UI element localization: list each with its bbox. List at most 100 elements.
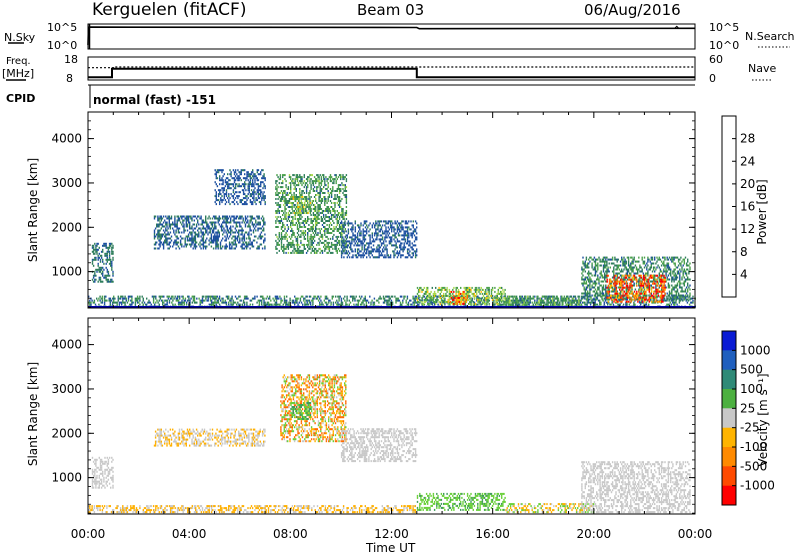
heatmap-cell	[106, 246, 108, 249]
heatmap-cell	[359, 244, 361, 247]
heatmap-cell	[377, 256, 379, 259]
heatmap-cell	[264, 233, 266, 236]
heatmap-cell	[209, 295, 212, 298]
heatmap-cell	[228, 295, 230, 298]
heatmap-cell	[236, 195, 238, 198]
heatmap-cell	[287, 226, 290, 228]
heatmap-cell	[305, 190, 308, 192]
heatmap-cell	[275, 210, 277, 212]
heatmap-cell	[99, 280, 102, 283]
heatmap-cell	[391, 228, 393, 231]
heatmap-cell	[200, 299, 203, 302]
heatmap-cell	[127, 295, 130, 298]
heatmap-cell	[406, 252, 409, 255]
heatmap-cell	[671, 299, 674, 302]
heatmap-cell	[503, 290, 505, 293]
heatmap-cell	[225, 295, 228, 298]
heatmap-cell	[262, 175, 264, 178]
heatmap-cell	[276, 247, 278, 250]
heatmap-cell	[564, 297, 567, 300]
heatmap-cell	[421, 300, 423, 303]
heatmap-cell	[360, 234, 362, 237]
heatmap-cell	[222, 215, 224, 218]
heatmap-cell	[458, 298, 461, 301]
heatmap-cell	[215, 203, 217, 206]
heatmap-cell	[344, 252, 346, 255]
heatmap-cell	[292, 241, 294, 244]
heatmap-cell	[490, 288, 493, 291]
heatmap-cell	[179, 235, 182, 238]
heatmap-cell	[589, 303, 592, 306]
heatmap-cell	[381, 238, 384, 241]
heatmap-cell	[332, 178, 334, 181]
heatmap-cell	[109, 297, 111, 300]
heatmap-cell	[360, 240, 362, 243]
heatmap-cell	[429, 292, 431, 295]
heatmap-cell	[452, 288, 454, 291]
heatmap-cell	[359, 238, 361, 241]
heatmap-cell	[508, 299, 511, 302]
heatmap-cell	[315, 222, 317, 224]
heatmap-cell	[645, 295, 648, 298]
heatmap-cell	[98, 303, 100, 306]
heatmap-cell	[221, 187, 223, 190]
heatmap-cell	[199, 299, 201, 302]
heatmap-cell	[320, 208, 323, 210]
heatmap-cell	[127, 299, 130, 302]
heatmap-cell	[333, 182, 335, 185]
heatmap-cell	[447, 300, 449, 303]
heatmap-cell	[196, 301, 198, 304]
heatmap-cell	[325, 243, 327, 246]
heatmap-cell	[360, 230, 362, 233]
heatmap-cell	[110, 264, 112, 267]
heatmap-cell	[513, 301, 515, 304]
heatmap-cell	[262, 195, 264, 198]
heatmap-cell	[258, 227, 260, 230]
heatmap-cell	[384, 220, 386, 223]
heatmap-cell	[219, 177, 221, 180]
heatmap-cell	[353, 238, 355, 241]
heatmap-cell	[234, 187, 237, 190]
heatmap-cell	[238, 229, 240, 232]
heatmap-cell	[286, 243, 288, 246]
heatmap-cell	[369, 256, 371, 259]
heatmap-cell	[255, 199, 257, 202]
heatmap-cell	[158, 239, 160, 242]
heatmap-cell	[193, 215, 195, 218]
heatmap-cell	[361, 242, 363, 245]
heatmap-cell	[166, 239, 168, 242]
heatmap-cell	[391, 244, 393, 247]
heatmap-cell	[251, 215, 253, 218]
heatmap-cell	[505, 301, 507, 304]
heatmap-cell	[214, 299, 216, 302]
heatmap-cell	[242, 197, 245, 200]
heatmap-cell	[170, 223, 173, 226]
heatmap-cell	[245, 297, 247, 300]
heatmap-cell	[166, 221, 168, 224]
heatmap-cell	[351, 256, 353, 259]
heatmap-cell	[115, 301, 117, 304]
heatmap-cell	[460, 286, 462, 289]
heatmap-cell	[198, 223, 200, 226]
heatmap-cell	[297, 303, 299, 306]
heatmap-cell	[254, 297, 256, 300]
heatmap-cell	[228, 183, 230, 186]
heatmap-cell	[360, 232, 362, 235]
heatmap-cell	[214, 217, 216, 220]
heatmap-cell	[521, 295, 523, 298]
heatmap-cell	[97, 264, 99, 267]
heatmap-cell	[457, 290, 460, 293]
heatmap-cell	[426, 295, 428, 298]
heatmap-cell	[366, 299, 369, 302]
heatmap-cell	[291, 206, 293, 208]
heatmap-cell	[240, 233, 242, 236]
heatmap-cell	[195, 301, 197, 304]
heatmap-cell	[157, 233, 159, 236]
heatmap-cell	[224, 235, 226, 238]
heatmap-cell	[439, 302, 441, 305]
heatmap-cell	[316, 224, 318, 226]
heatmap-cell	[388, 299, 390, 302]
heatmap-cell	[201, 239, 203, 242]
heatmap-cell	[292, 218, 294, 220]
heatmap-cell	[340, 246, 343, 249]
